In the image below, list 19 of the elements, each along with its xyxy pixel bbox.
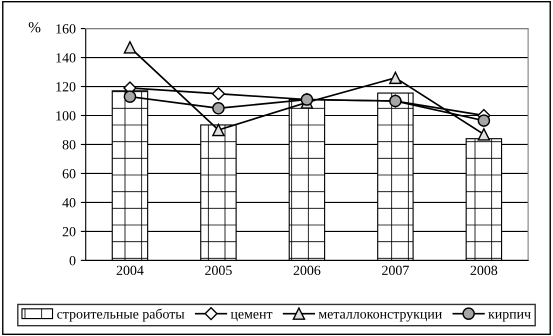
y-tick-label: 40	[62, 198, 76, 208]
x-tick-label: 2004	[116, 266, 144, 276]
y-tick-label: 100	[56, 111, 76, 120]
x-tick-label: 2007	[382, 266, 409, 276]
y-tick-label: 0	[70, 256, 76, 266]
x-tick-label: 2008	[470, 266, 498, 276]
y-tick-label: 160	[56, 24, 76, 34]
y-tick-label: 20	[62, 227, 76, 236]
x-tick-label: 2006	[294, 266, 320, 276]
legend-label: цемент	[230, 312, 272, 322]
legend-label: металлоконструкции	[318, 312, 442, 322]
y-tick-label: 140	[56, 53, 76, 62]
x-tick-label: 2005	[205, 266, 232, 276]
y-tick-label: 80	[62, 140, 76, 150]
y-axis-title: %	[28, 22, 40, 32]
y-tick-label: 120	[56, 82, 76, 92]
legend-label: кирпич	[488, 312, 531, 322]
legend-label: строительные работы	[57, 308, 184, 322]
y-tick-label: 60	[62, 169, 76, 178]
